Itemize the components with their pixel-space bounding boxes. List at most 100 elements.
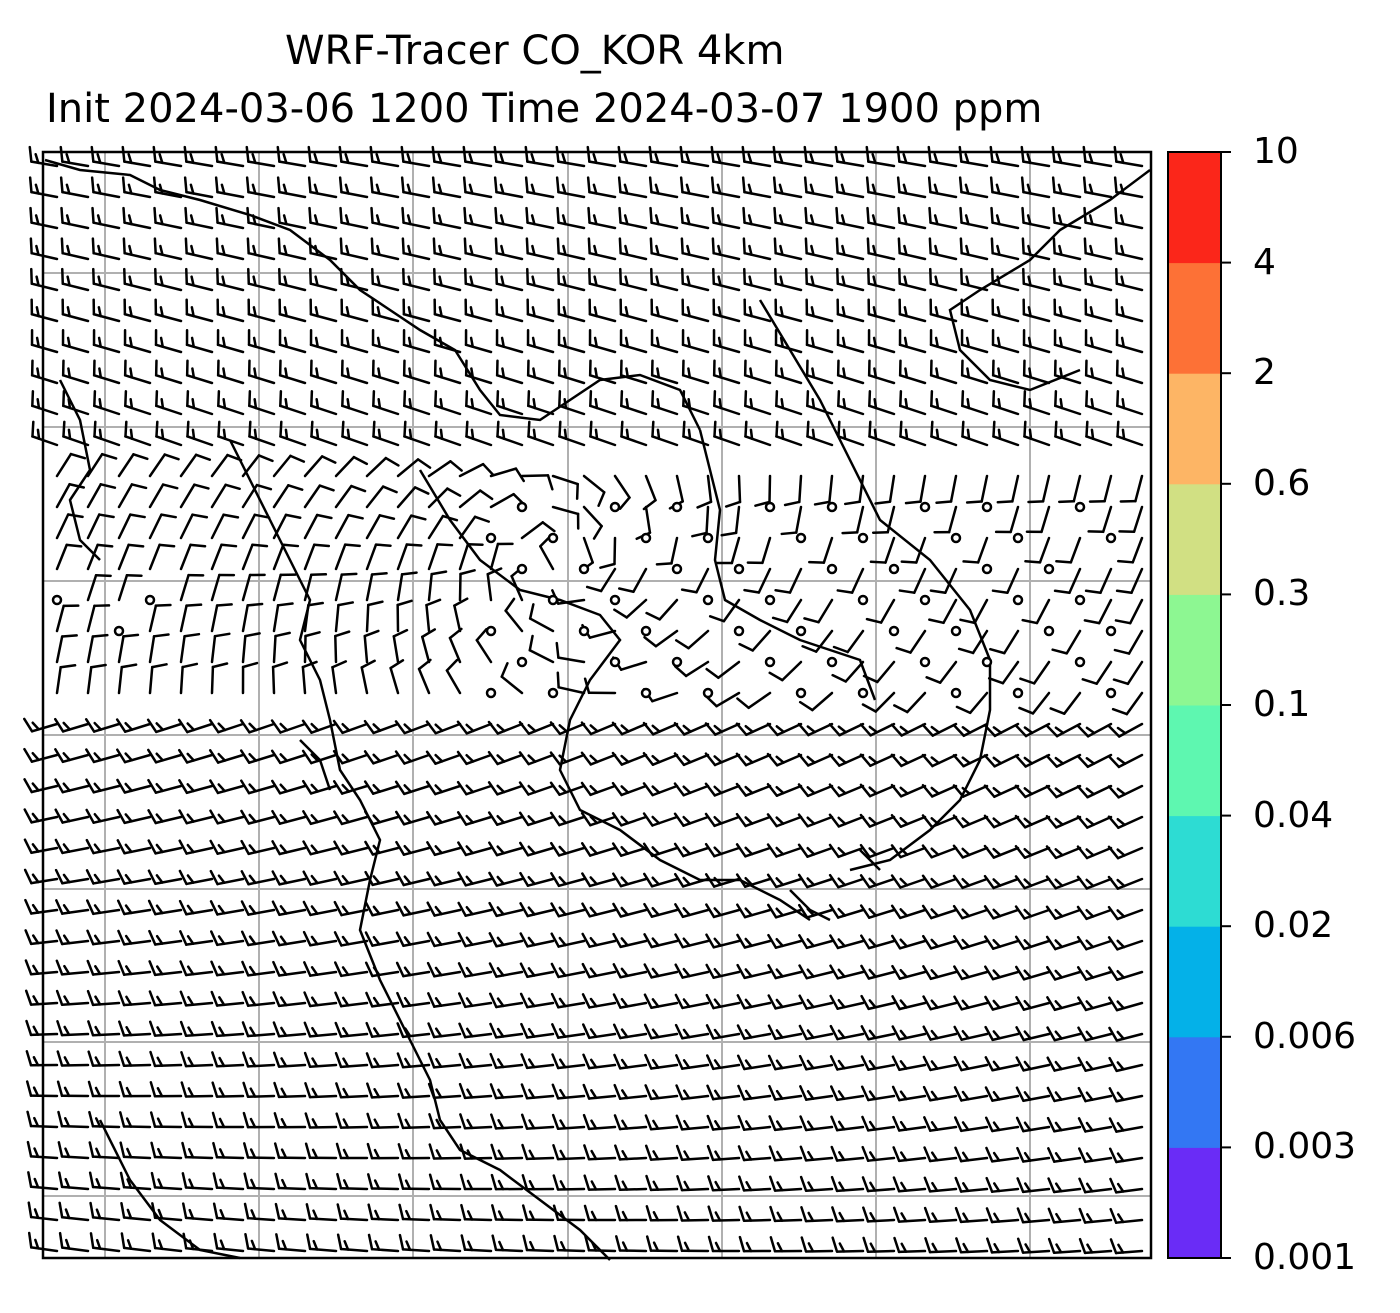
wind-barb — [805, 1032, 834, 1041]
wind-barb — [651, 784, 679, 797]
wind-barb — [992, 846, 1020, 859]
wind-barb — [123, 160, 152, 168]
wind-barb — [433, 343, 462, 354]
wind-barb — [184, 1246, 214, 1253]
wind-barb — [836, 1001, 865, 1010]
wind-barb — [122, 1246, 152, 1253]
wind-barb — [1117, 815, 1144, 829]
wind-barb — [272, 484, 290, 509]
wind-barb — [929, 313, 958, 323]
wind-barb — [278, 221, 307, 230]
wind-barb — [123, 251, 152, 261]
wind-barb — [1083, 1187, 1113, 1194]
wind-barb — [681, 1001, 710, 1010]
wind-barb — [867, 1063, 896, 1071]
wind-barb — [991, 939, 1020, 950]
wind-barb — [86, 452, 104, 478]
wind-barb — [960, 190, 989, 199]
wind-barb — [836, 221, 865, 230]
wind-barb — [339, 1247, 369, 1253]
wind-barb — [402, 313, 431, 323]
wind-barb — [806, 404, 834, 416]
wind-barb — [929, 374, 958, 385]
wind-barb — [123, 815, 152, 825]
wind-barb — [897, 1249, 927, 1254]
wind-barb — [93, 435, 121, 447]
wind-barb — [272, 543, 285, 571]
wind-barb — [216, 846, 245, 855]
wind-barb — [433, 815, 462, 826]
wind-barb — [992, 435, 1020, 447]
wind-barb — [510, 574, 524, 602]
wind-barb — [308, 1001, 338, 1008]
wind-barb — [867, 221, 896, 230]
wind-barb — [654, 629, 679, 648]
wind-barb — [417, 667, 431, 695]
wind-barb — [1001, 660, 1020, 685]
wind-barb — [587, 1125, 617, 1131]
wind-barb — [1115, 1001, 1144, 1012]
wind-barb — [734, 505, 741, 535]
calm-marker — [764, 656, 776, 668]
wind-barb — [713, 404, 741, 416]
wind-barb — [651, 435, 679, 447]
wind-barb — [117, 665, 124, 695]
wind-barb — [929, 221, 958, 230]
wind-barb — [401, 1063, 431, 1069]
wind-barb — [681, 1032, 710, 1040]
wind-barb — [658, 598, 679, 621]
wind-barb — [991, 374, 1020, 385]
wind-barb — [184, 1155, 214, 1160]
wind-barb — [184, 1001, 214, 1007]
wind-barb — [744, 404, 772, 416]
wind-barb — [1052, 1187, 1082, 1194]
wind-barb — [185, 221, 214, 230]
calm-marker — [981, 501, 993, 513]
wind-barb — [930, 877, 958, 889]
wind-barb — [86, 483, 102, 509]
wind-barb — [1021, 1156, 1051, 1163]
wind-barb — [1131, 536, 1144, 564]
wind-barb — [990, 1249, 1020, 1254]
calm-marker — [1074, 594, 1086, 606]
wind-barb — [737, 474, 742, 504]
wind-barb — [1084, 374, 1113, 385]
wind-barb — [930, 784, 958, 798]
wind-barb — [650, 939, 679, 949]
wind-barb — [717, 660, 741, 680]
calm-marker — [702, 687, 714, 699]
wind-barb — [619, 877, 648, 888]
wind-barb — [836, 939, 865, 950]
wind-barb — [1117, 753, 1144, 769]
wind-barb — [1114, 1187, 1144, 1194]
wind-barb — [278, 282, 307, 292]
calm-marker — [950, 687, 962, 699]
wind-barb — [340, 815, 369, 826]
calm-marker — [857, 687, 869, 699]
wind-barb — [92, 815, 121, 824]
wind-barb — [154, 784, 183, 794]
calm-marker — [485, 625, 497, 637]
wind-barb — [557, 282, 586, 292]
calm-marker — [981, 563, 993, 575]
wind-barb — [1072, 474, 1082, 503]
wind-barb — [898, 939, 927, 950]
wind-barb — [278, 374, 307, 385]
wind-barb — [216, 908, 245, 916]
wind-barb — [817, 598, 834, 624]
wind-barb — [495, 1001, 524, 1009]
wind-barb — [464, 1001, 493, 1009]
wind-barb — [1022, 190, 1051, 199]
wind-barb — [301, 665, 307, 695]
wind-barb — [867, 1032, 896, 1041]
wind-barb — [582, 505, 603, 528]
wind-barb — [91, 1185, 121, 1191]
wind-barb — [650, 282, 679, 292]
wind-barb — [774, 374, 803, 385]
wind-barb — [557, 656, 586, 664]
wind-barb — [61, 374, 90, 385]
wind-barb — [124, 435, 152, 447]
wind-barb — [990, 1156, 1020, 1163]
wind-barb — [496, 784, 524, 796]
colorbar-segment — [1168, 1036, 1221, 1148]
